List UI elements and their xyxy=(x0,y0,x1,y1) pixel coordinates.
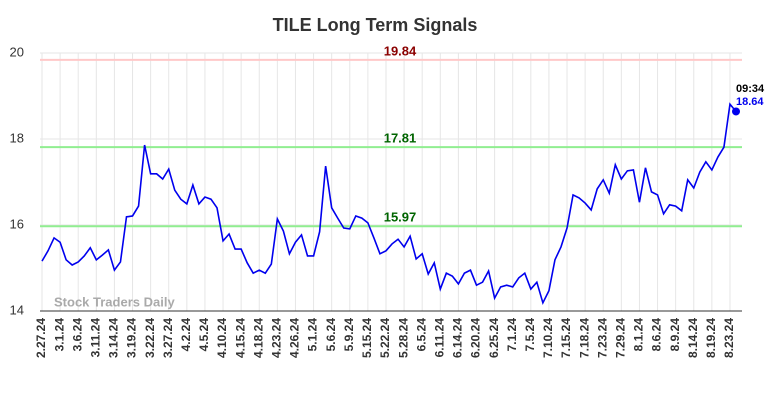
x-tick-label: 6.20.24 xyxy=(469,318,483,358)
y-tick-label: 18 xyxy=(10,130,24,145)
y-tick-label: 14 xyxy=(10,302,24,317)
last-point xyxy=(732,107,740,116)
x-tick-label: 8.6.24 xyxy=(650,318,664,352)
x-tick-label: 6.25.24 xyxy=(487,318,501,358)
x-tick-label: 8.14.24 xyxy=(686,318,700,358)
x-tick-label: 3.6.24 xyxy=(70,318,84,352)
x-tick-label: 3.22.24 xyxy=(143,318,157,358)
x-tick-label: 5.28.24 xyxy=(396,318,410,358)
reference-label: 15.97 xyxy=(384,210,417,225)
x-tick-label: 4.5.24 xyxy=(197,318,211,352)
x-tick-label: 4.26.24 xyxy=(288,318,302,358)
x-tick-label: 7.29.24 xyxy=(614,318,628,358)
x-tick-label: 3.14.24 xyxy=(107,318,121,358)
x-tick-label: 7.1.24 xyxy=(505,318,519,352)
x-tick-label: 4.23.24 xyxy=(270,318,284,358)
x-tick-label: 7.23.24 xyxy=(595,318,609,358)
x-tick-label: 3.19.24 xyxy=(125,318,139,358)
x-tick-label: 5.1.24 xyxy=(306,318,320,352)
x-tick-label: 5.9.24 xyxy=(342,318,356,352)
x-tick-label: 7.18.24 xyxy=(577,318,591,358)
x-tick-label: 8.1.24 xyxy=(632,318,646,352)
y-tick-label: 16 xyxy=(10,216,24,231)
x-tick-label: 4.15.24 xyxy=(233,318,247,358)
x-tick-label: 6.11.24 xyxy=(432,318,446,358)
x-tick-label: 7.10.24 xyxy=(541,318,555,358)
x-tick-label: 4.10.24 xyxy=(215,318,229,358)
x-tick-label: 3.11.24 xyxy=(88,318,102,358)
x-tick-label: 2.27.24 xyxy=(34,318,48,358)
x-tick-label: 6.5.24 xyxy=(414,318,428,352)
x-tick-label: 8.23.24 xyxy=(722,318,736,358)
x-tick-label: 8.19.24 xyxy=(704,318,718,358)
y-tick-label: 20 xyxy=(10,44,24,59)
x-tick-label: 3.1.24 xyxy=(52,318,66,352)
price-line xyxy=(41,102,737,306)
x-tick-label: 7.15.24 xyxy=(559,318,573,358)
last-time: 09:34 xyxy=(736,83,765,95)
reference-label: 19.84 xyxy=(384,43,417,58)
x-tick-label: 4.18.24 xyxy=(251,318,265,358)
x-tick-label: 3.27.24 xyxy=(161,318,175,358)
x-tick-label: 4.2.24 xyxy=(179,318,193,352)
watermark: Stock Traders Daily xyxy=(54,294,175,309)
x-tick-label: 5.15.24 xyxy=(360,318,374,358)
x-tick-label: 5.6.24 xyxy=(324,318,338,352)
x-tick-label: 8.9.24 xyxy=(668,318,682,352)
reference-label: 17.81 xyxy=(384,131,417,146)
last-value: 18.64 xyxy=(736,96,764,108)
x-tick-label: 6.14.24 xyxy=(451,318,465,358)
x-tick-label: 7.5.24 xyxy=(523,318,537,352)
x-tick-label: 5.22.24 xyxy=(378,318,392,358)
chart-title: TILE Long Term Signals xyxy=(273,15,478,35)
